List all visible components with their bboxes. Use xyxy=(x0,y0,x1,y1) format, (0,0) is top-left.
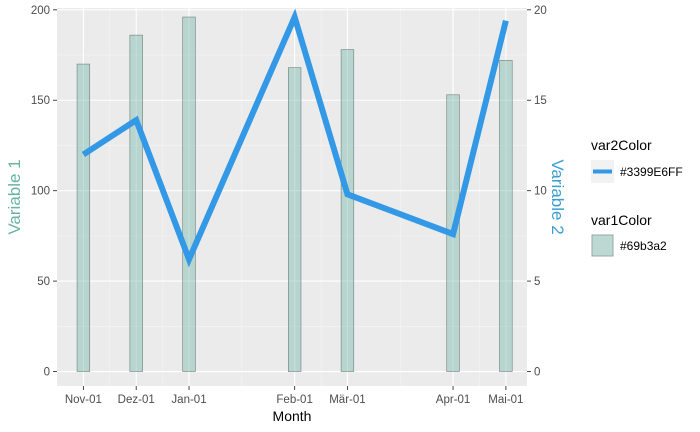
bar-Mär-01 xyxy=(340,49,355,372)
bar-Dez-01 xyxy=(129,34,143,372)
legend-line-label: #3399E6FF xyxy=(620,165,683,179)
line-series xyxy=(81,8,509,268)
legend-bar-group: var1Color #69b3a2 xyxy=(591,212,667,257)
x-tick-label: Mai-01 xyxy=(488,394,523,406)
x-tick-label: Dez-01 xyxy=(118,394,155,406)
left-tick-label: 150 xyxy=(31,95,50,107)
bar-Mai-01 xyxy=(499,60,513,372)
bar-Feb-01 xyxy=(288,67,302,372)
x-axis-title: Month xyxy=(273,408,312,424)
x-axis: Nov-01 Dez-01 Jan-01 Feb-01 Mär-01 Apr-01 Mai-… xyxy=(65,386,523,406)
plot-panel xyxy=(57,8,527,386)
right-y-axis: 0 5 10 15 20 xyxy=(527,5,547,379)
left-tick-label: 100 xyxy=(31,186,50,198)
left-y-axis: 0 50 100 150 200 xyxy=(31,5,57,379)
legend-line-title: var2Color xyxy=(591,137,652,153)
bar-Nov-01 xyxy=(76,63,91,372)
x-tick-label: Apr-01 xyxy=(436,394,471,406)
right-tick-label: 0 xyxy=(534,367,540,379)
x-tick-label: Feb-01 xyxy=(276,394,312,406)
x-tick-label: Nov-01 xyxy=(65,394,102,406)
legend-bar-key-bg xyxy=(591,234,614,257)
x-tick-label: Jan-01 xyxy=(171,394,206,406)
legend-line-group: var2Color #3399E6FF xyxy=(591,137,683,183)
left-tick-label: 50 xyxy=(37,276,50,288)
right-y-axis-title: Variable 2 xyxy=(548,159,567,234)
right-tick-label: 15 xyxy=(534,95,547,107)
left-y-axis-title: Variable 1 xyxy=(5,159,24,234)
right-tick-label: 10 xyxy=(534,186,547,198)
right-tick-label: 5 xyxy=(534,276,540,288)
left-tick-label: 0 xyxy=(44,367,50,379)
x-tick-label: Mär-01 xyxy=(329,394,365,406)
right-tick-label: 20 xyxy=(534,5,547,17)
legend-bar-label: #69b3a2 xyxy=(620,239,667,253)
bar-Jan-01 xyxy=(182,16,196,372)
legend-bar-key xyxy=(591,234,614,257)
left-tick-label: 200 xyxy=(31,5,50,17)
bar-series xyxy=(76,16,513,372)
legend-bar-title: var1Color xyxy=(591,212,652,228)
